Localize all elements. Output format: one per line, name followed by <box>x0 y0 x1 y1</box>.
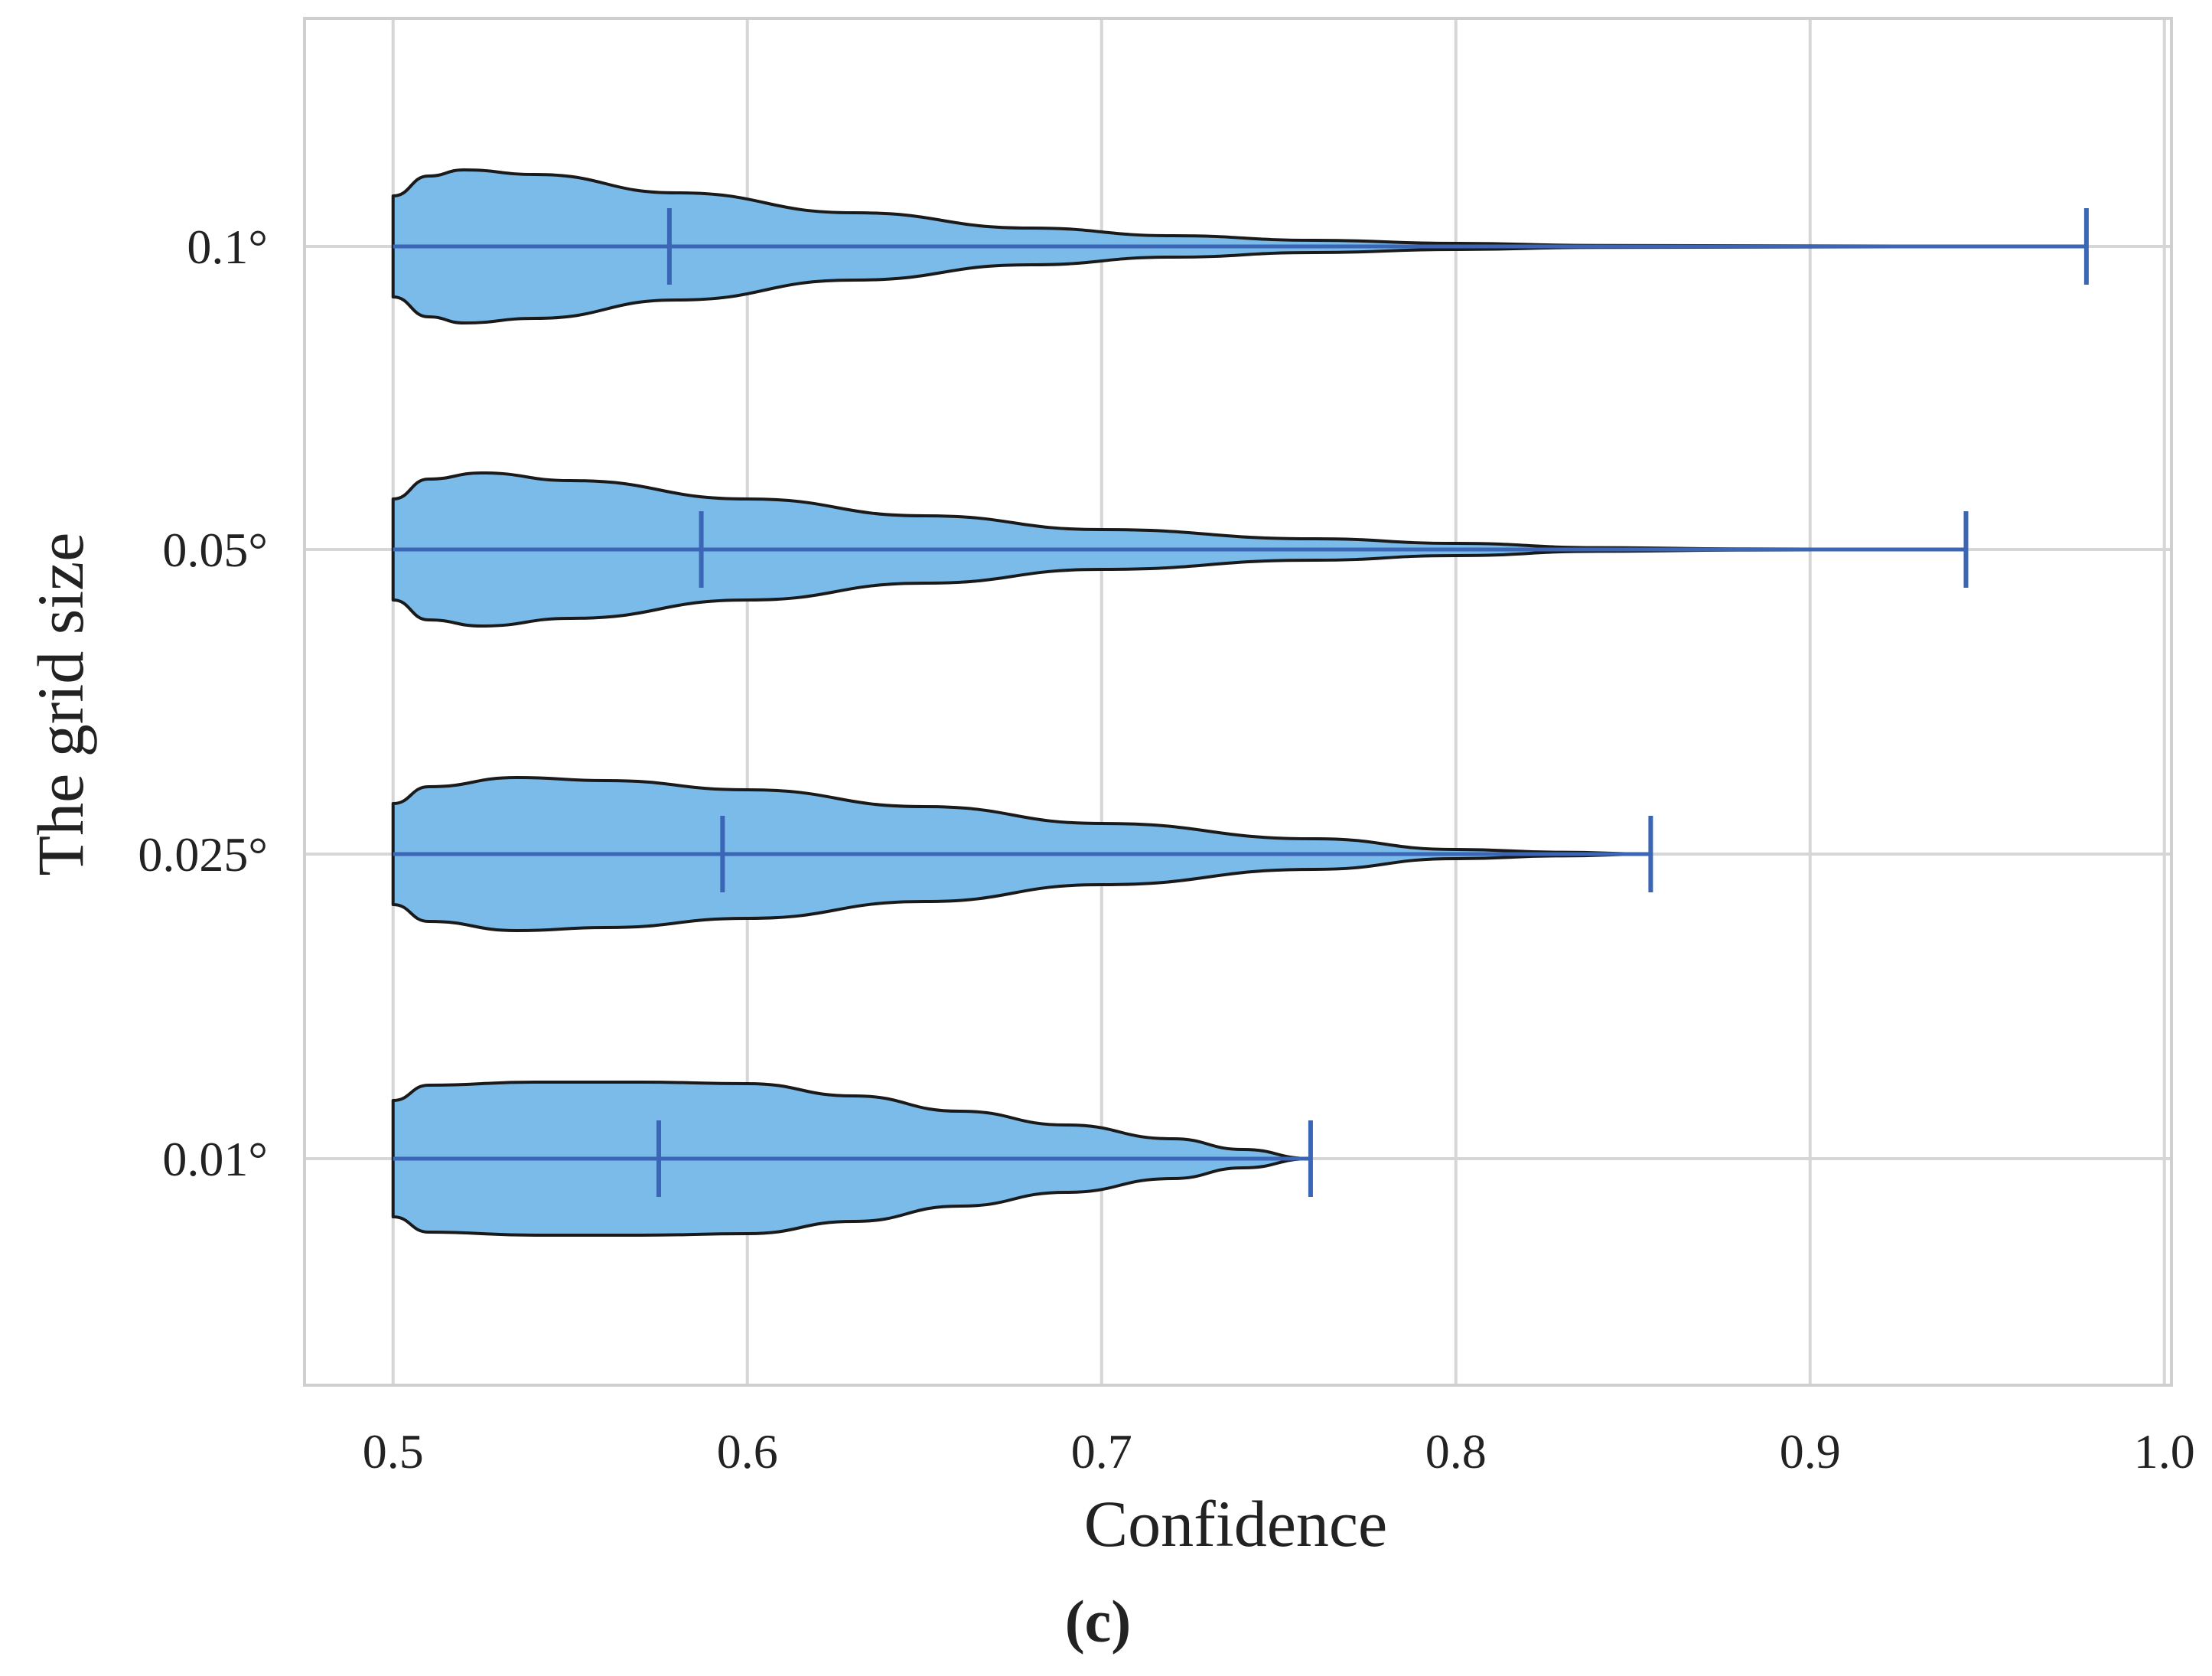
violin-0.025° <box>391 776 1653 932</box>
violin-0.01° <box>391 1080 1313 1237</box>
y-tick-label: 0.025° <box>138 827 268 882</box>
x-axis-label: Confidence <box>1084 1487 1387 1560</box>
violin-0.05° <box>391 471 1969 628</box>
figure-caption: (c) <box>1065 1588 1132 1655</box>
x-tick-label: 1.0 <box>2134 1424 2195 1479</box>
x-tick-label: 0.8 <box>1425 1424 1487 1479</box>
plot-frame <box>303 17 2173 1387</box>
x-tick-labels: 0.5 0.6 0.7 0.8 0.9 1.0 <box>363 1424 2195 1479</box>
y-tick-labels: 0.1° 0.05° 0.025° 0.01° <box>138 220 268 1186</box>
x-tick-label: 0.9 <box>1780 1424 1841 1479</box>
y-axis-label: The grid size <box>24 533 97 876</box>
y-tick-label: 0.01° <box>162 1132 268 1186</box>
x-tick-label: 0.5 <box>363 1424 424 1479</box>
violins <box>391 168 2089 1237</box>
violin-0.1° <box>391 168 2089 324</box>
x-tick-label: 0.7 <box>1071 1424 1132 1479</box>
x-tick-label: 0.6 <box>717 1424 778 1479</box>
y-tick-label: 0.1° <box>187 220 268 274</box>
y-tick-label: 0.05° <box>162 523 268 577</box>
